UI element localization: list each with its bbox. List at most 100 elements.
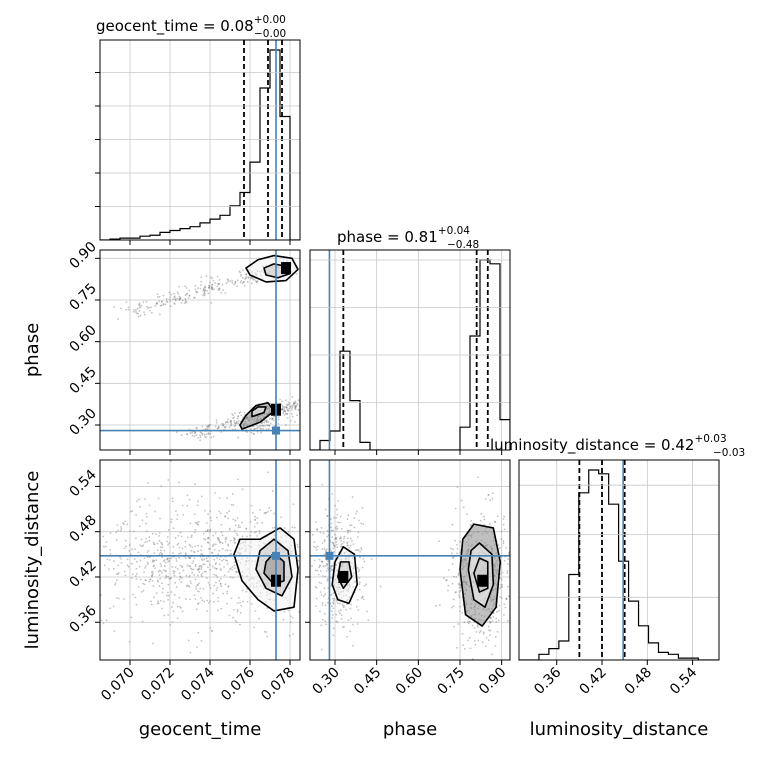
sample-point [358, 568, 361, 571]
sample-point [197, 602, 200, 605]
sample-point [235, 532, 238, 535]
sample-point [194, 545, 197, 548]
sample-point [296, 402, 299, 405]
sample-point [286, 404, 289, 407]
sample-point [217, 553, 219, 556]
sample-point [176, 297, 178, 300]
sample-point [234, 282, 237, 285]
sample-point [352, 623, 354, 626]
sample-point [203, 570, 206, 573]
sample-point [318, 558, 321, 561]
sample-point [253, 278, 256, 281]
sample-point [226, 559, 229, 562]
sample-point [451, 557, 454, 559]
sample-point [211, 286, 213, 289]
sample-point [471, 624, 474, 627]
sample-point [260, 422, 263, 425]
sample-point [197, 550, 199, 553]
sample-point [153, 564, 155, 567]
sample-point [211, 283, 214, 286]
sample-point [200, 565, 203, 567]
sample-point [130, 510, 132, 513]
sample-point [297, 408, 300, 411]
sample-point [221, 559, 223, 562]
sample-point [229, 280, 232, 283]
sample-point [167, 528, 170, 531]
sample-point [294, 402, 297, 404]
sample-point [204, 538, 207, 541]
sample-point [202, 294, 205, 297]
sample-point [347, 531, 350, 534]
sample-point [269, 417, 271, 420]
sample-point [208, 424, 211, 426]
sample-point [224, 549, 227, 552]
sample-point [214, 492, 216, 494]
sample-point [228, 568, 231, 571]
sample-point [241, 269, 244, 272]
sample-point [347, 619, 350, 622]
sample-point [337, 521, 340, 524]
sample-point [229, 576, 232, 578]
sample-point [221, 534, 224, 537]
sample-point [462, 506, 465, 509]
sample-point [211, 545, 214, 548]
sample-point [161, 543, 164, 546]
sample-point [193, 531, 196, 534]
sample-point [219, 568, 222, 570]
sample-point [339, 515, 342, 518]
sample-point [159, 517, 161, 520]
sample-point [332, 634, 335, 637]
sample-point [349, 630, 352, 633]
sample-point [191, 434, 194, 437]
sample-point [230, 503, 233, 506]
sample-point [228, 553, 231, 556]
sample-point [186, 536, 189, 539]
sample-point [473, 626, 476, 629]
sample-point [172, 298, 174, 300]
sample-point [265, 428, 268, 431]
sample-point [193, 574, 196, 576]
sample-point [326, 515, 329, 517]
sample-point [342, 606, 345, 609]
sample-point [148, 309, 151, 312]
sample-point [184, 553, 187, 556]
sample-point [356, 510, 358, 513]
sample-point [230, 424, 232, 427]
sample-point [236, 417, 239, 420]
sample-point [346, 541, 349, 544]
sample-point [346, 544, 349, 547]
sample-point [460, 499, 463, 502]
sample-point [207, 581, 210, 584]
sample-point [187, 556, 190, 559]
sample-point [346, 542, 349, 545]
sample-point [268, 424, 271, 427]
sample-point [201, 559, 204, 561]
sample-point [347, 514, 350, 517]
sample-point [161, 546, 164, 549]
sample-point [178, 481, 180, 484]
sample-point [153, 510, 156, 513]
sample-point [143, 583, 146, 586]
sample-point [133, 558, 136, 560]
sample-point [200, 549, 202, 552]
sample-point [157, 602, 160, 605]
density-content [100, 250, 300, 450]
sample-point [269, 422, 272, 425]
sample-point [505, 598, 508, 600]
sample-point [238, 270, 241, 273]
sample-point [438, 540, 440, 543]
sample-point [258, 529, 261, 532]
sample-point [487, 493, 490, 496]
sample-point [141, 545, 143, 548]
sample-point [172, 570, 175, 572]
sample-point [225, 538, 228, 541]
x-tick-label: 0.076 [218, 664, 258, 704]
sample-point [515, 576, 517, 578]
sample-point [120, 307, 122, 310]
sample-point [211, 286, 214, 289]
sample-point [489, 523, 491, 525]
sample-point [211, 283, 213, 286]
sample-point [254, 519, 257, 522]
sample-point [158, 300, 161, 303]
sample-point [182, 569, 185, 572]
